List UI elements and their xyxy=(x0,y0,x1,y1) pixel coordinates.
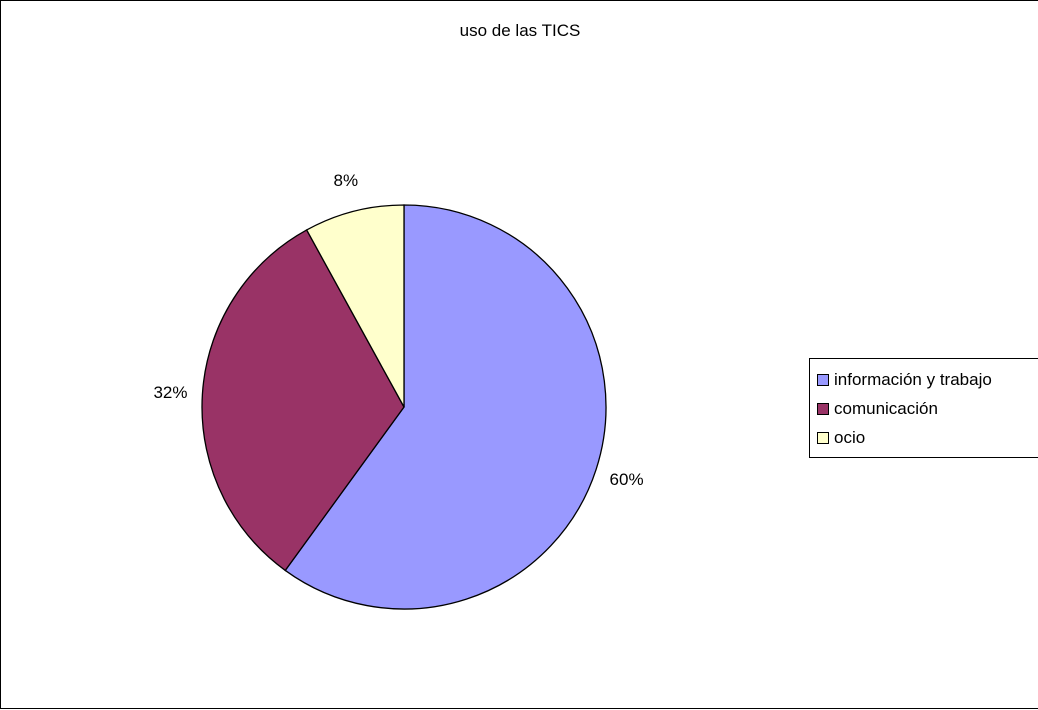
data-label: 32% xyxy=(153,383,187,402)
legend-item-informacion-y-trabajo: información y trabajo xyxy=(817,365,1038,394)
legend-item-ocio: ocio xyxy=(817,423,1038,452)
legend-label: información y trabajo xyxy=(834,369,992,389)
pie-slice xyxy=(284,204,607,610)
legend-item-comunicacion: comunicación xyxy=(817,394,1038,423)
legend-label: ocio xyxy=(834,427,866,447)
data-label: 8% xyxy=(334,171,359,190)
data-label: 60% xyxy=(610,470,644,489)
legend-swatch xyxy=(817,431,829,444)
legend-swatch xyxy=(817,402,829,415)
legend-swatch xyxy=(817,373,829,386)
pie-slice xyxy=(305,204,405,408)
legend: información y trabajo comunicación ocio xyxy=(809,358,1038,458)
legend-label: comunicación xyxy=(834,398,938,418)
chart-title: uso de las TICS xyxy=(459,21,581,40)
pie-slice xyxy=(201,229,405,572)
